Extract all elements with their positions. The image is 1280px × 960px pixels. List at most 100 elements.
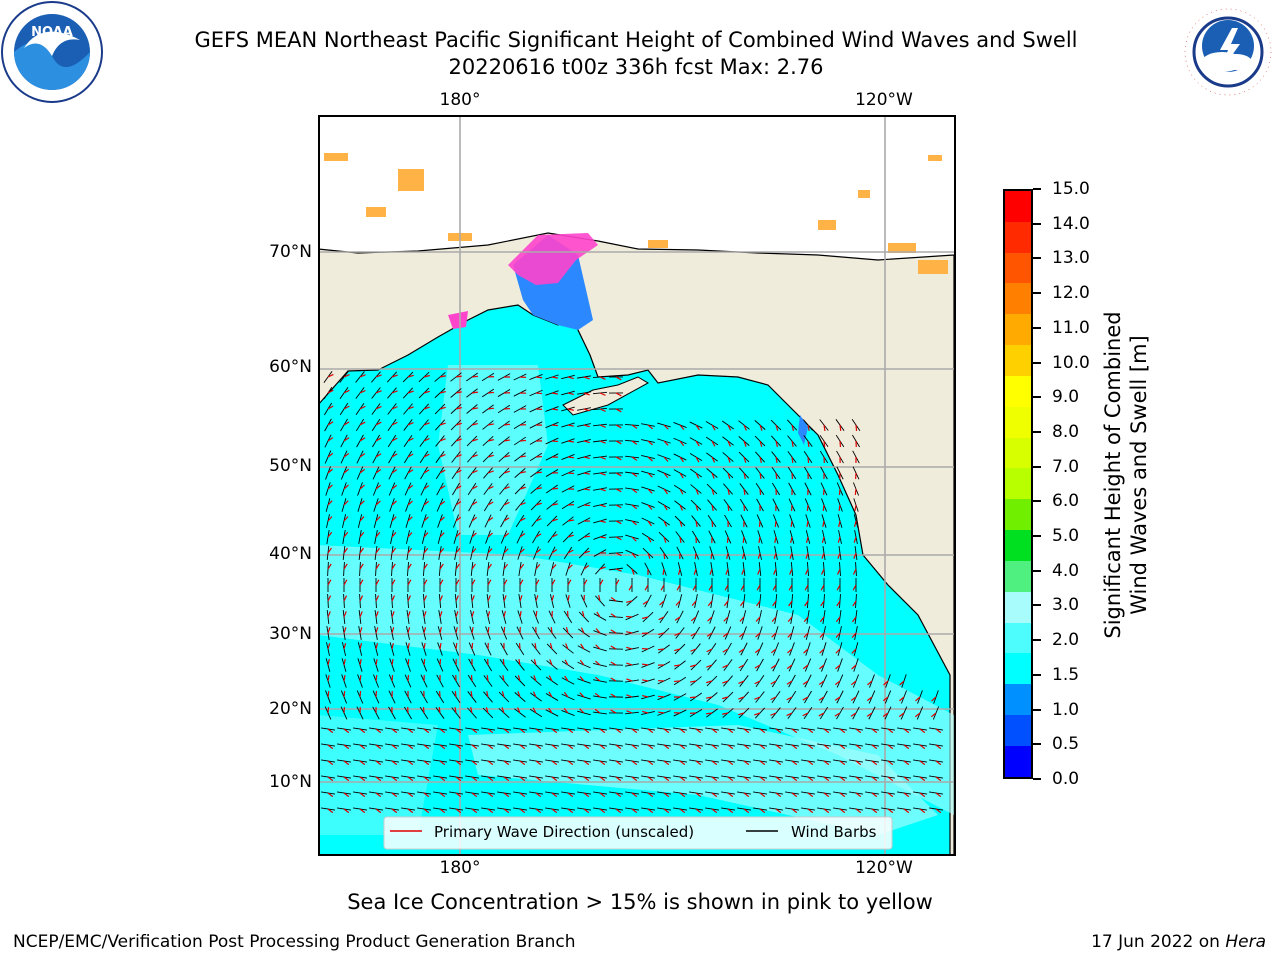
wave-arrow — [471, 744, 478, 750]
wave-arrow — [439, 469, 446, 474]
wave-arrow — [423, 422, 430, 426]
wave-arrow — [722, 712, 729, 715]
wave-arrow — [551, 408, 559, 411]
wave-arrow — [535, 471, 543, 474]
wave-arrow — [471, 611, 475, 618]
wave-arrow — [834, 696, 841, 701]
wave-arrow — [327, 437, 334, 442]
colorbar-segment — [1005, 345, 1031, 376]
wave-arrow — [823, 776, 830, 782]
wave-arrow — [663, 488, 668, 495]
wave-arrow — [711, 792, 718, 798]
wave-arrow — [327, 627, 331, 634]
wave-arrow — [631, 472, 638, 477]
wave-arrow — [711, 744, 718, 750]
colorbar-tick-label: 0.5 — [1052, 734, 1080, 755]
wave-arrow — [615, 440, 622, 445]
wave-arrow — [551, 760, 558, 766]
wave-arrow — [439, 760, 446, 766]
wave-arrow — [823, 792, 830, 798]
wave-arrow — [375, 579, 380, 586]
wave-arrow — [871, 792, 878, 798]
wave-arrow — [853, 536, 857, 543]
wave-arrow — [727, 760, 734, 766]
wave-arrow — [343, 744, 350, 750]
wave-arrow — [599, 776, 606, 782]
colorbar-segment — [1005, 191, 1031, 222]
wave-arrow — [517, 675, 521, 682]
wave-arrow — [487, 517, 494, 522]
wave-arrow — [706, 648, 713, 653]
wave-arrow — [359, 468, 366, 474]
wave-arrow — [695, 456, 700, 463]
wave-arrow — [487, 776, 494, 782]
wave-arrow — [739, 616, 745, 622]
wave-arrow — [738, 696, 745, 700]
wave-arrow — [534, 642, 537, 650]
wave-arrow — [343, 452, 350, 458]
wave-arrow — [487, 454, 494, 458]
wave-arrow — [805, 568, 809, 575]
wave-arrow — [775, 728, 782, 734]
wave-arrow — [581, 611, 585, 618]
wave-arrow — [802, 664, 809, 670]
wave-arrow — [359, 547, 364, 554]
wave-arrow — [423, 453, 430, 458]
wave-arrow — [375, 390, 382, 394]
wave-arrow — [423, 516, 429, 522]
wave-arrow — [423, 728, 430, 734]
wave-arrow — [903, 792, 910, 798]
wave-arrow — [598, 595, 601, 602]
wave-arrow — [691, 600, 697, 606]
wave-arrow — [887, 808, 894, 814]
sea-ice-caption: Sea Ice Concentration > 15% is shown in … — [347, 890, 933, 914]
wave-arrow — [548, 691, 553, 698]
wave-arrow — [343, 579, 348, 586]
wave-arrow — [738, 648, 745, 653]
wave-arrow — [423, 792, 430, 798]
wave-arrow — [391, 808, 398, 814]
wave-arrow — [343, 659, 346, 666]
lat-label-50n: 50°N — [269, 456, 312, 476]
wave-arrow — [679, 792, 686, 798]
wave-arrow — [583, 808, 590, 814]
wave-arrow — [726, 552, 729, 559]
wave-arrow — [375, 792, 382, 798]
wave-arrow — [903, 760, 910, 766]
wave-arrow — [503, 728, 510, 734]
wave-arrow — [882, 712, 889, 718]
wave-arrow — [615, 776, 622, 782]
wave-arrow — [439, 611, 443, 618]
wave-arrow — [882, 696, 889, 702]
colorbar-segment — [1005, 314, 1031, 346]
wave-arrow — [915, 696, 921, 702]
wave-arrow — [455, 422, 462, 426]
wave-arrow — [549, 643, 553, 650]
wave-arrow — [423, 437, 430, 442]
wave-arrow — [642, 616, 649, 620]
wave-arrow — [439, 438, 446, 442]
wave-arrow — [503, 470, 510, 474]
wave-arrow — [791, 744, 798, 750]
wave-arrow — [423, 500, 430, 506]
wave-arrow — [791, 728, 798, 734]
wave-arrow — [679, 440, 685, 447]
wave-arrow — [535, 548, 541, 554]
wave-arrow — [663, 472, 669, 479]
wave-direction-arrows — [321, 371, 943, 814]
colorbar-tick — [1033, 673, 1041, 676]
wave-arrow — [327, 421, 334, 426]
wave-arrow — [851, 648, 857, 654]
wave-arrow — [535, 760, 542, 766]
wave-arrow — [535, 533, 542, 538]
wave-arrow — [775, 792, 782, 798]
wave-arrow — [391, 469, 398, 474]
wave-arrow — [551, 792, 558, 798]
wave-arrow — [599, 408, 606, 412]
wave-arrow — [690, 632, 697, 637]
wave-arrow — [487, 808, 494, 814]
wave-arrow — [695, 728, 702, 734]
wave-arrow — [439, 776, 446, 782]
wave-arrow — [439, 422, 446, 426]
wave-arrow — [455, 485, 462, 490]
